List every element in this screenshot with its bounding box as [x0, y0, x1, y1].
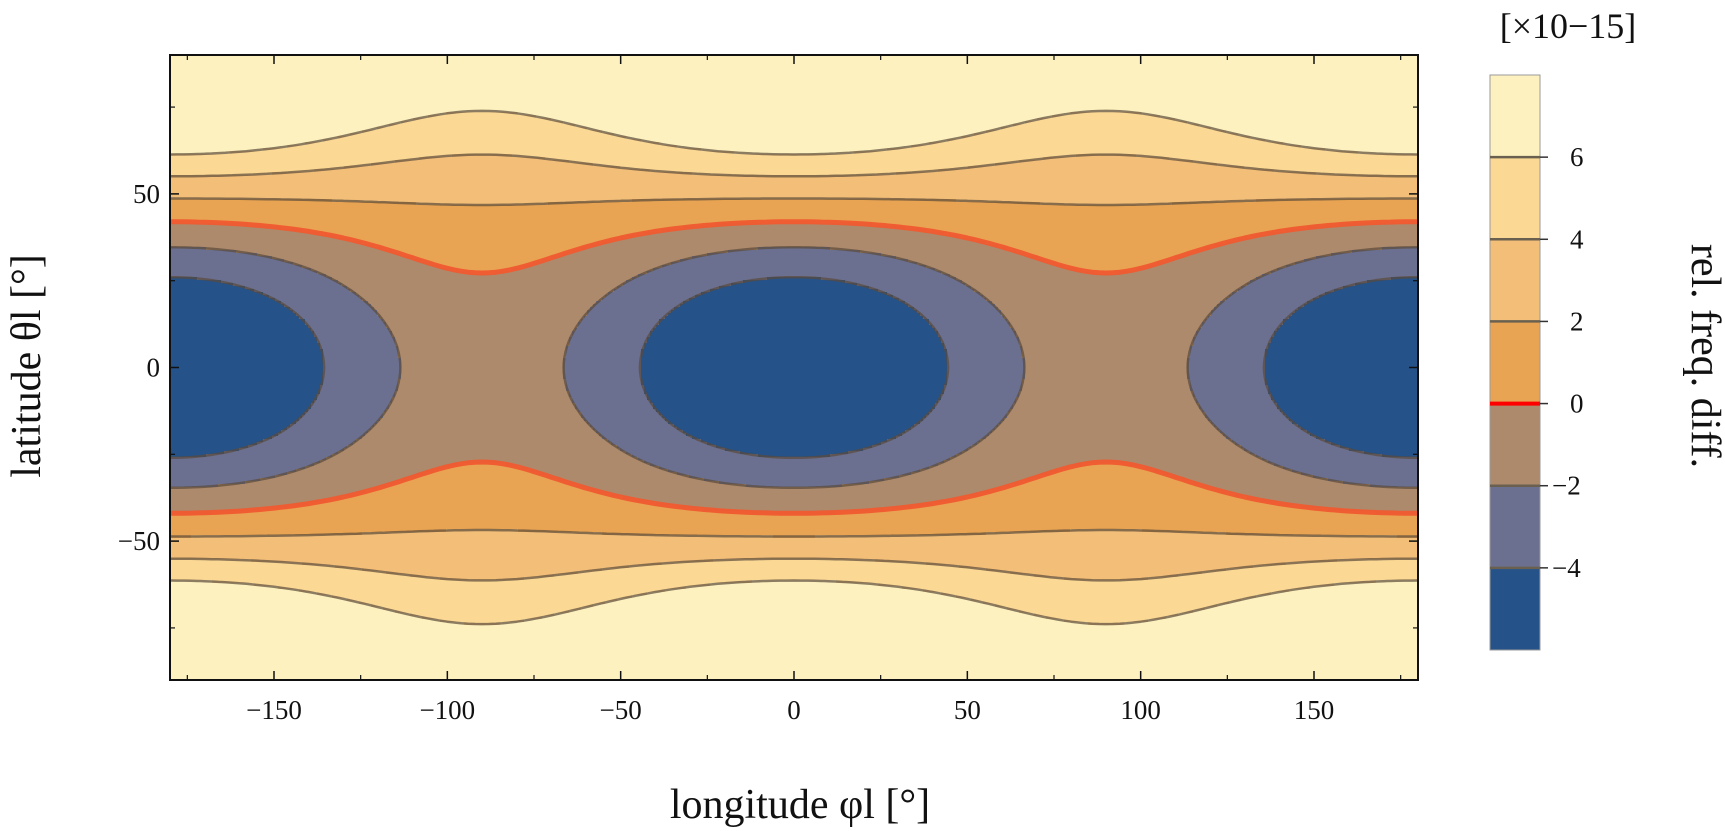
colorbar-tick-label: 4	[1570, 224, 1584, 254]
colorbar-unit: [×10−15]	[1500, 6, 1637, 46]
x-tick-label: −50	[600, 695, 642, 725]
y-tick-label: 50	[133, 179, 160, 209]
colorbar-band	[1490, 157, 1540, 240]
x-tick-label: −100	[419, 695, 475, 725]
contour-lines	[170, 109, 1418, 626]
colorbar-band	[1490, 75, 1540, 158]
colorbar: 6 4 2 0 −2 −4	[1489, 74, 1584, 651]
plot-axes: −150 −100 −50 0 50 100 150 50 0 −50	[118, 54, 1419, 725]
y-tick-label: 0	[147, 353, 161, 383]
colorbar-band	[1490, 239, 1540, 322]
y-axis-title: latitude θl [°]	[4, 254, 50, 478]
contour-line-neg4	[170, 275, 1418, 460]
x-tick-label: 0	[787, 695, 801, 725]
x-tick-label: 150	[1294, 695, 1335, 725]
colorbar-tick-label: 2	[1570, 306, 1584, 336]
colorbar-band	[1490, 403, 1540, 486]
colorbar-band	[1490, 567, 1540, 650]
contour-fill	[170, 55, 1418, 680]
colorbar-band	[1490, 321, 1540, 404]
colorbar-frame	[1489, 74, 1541, 651]
colorbar-tick-label: −4	[1552, 553, 1581, 583]
x-tick-label: 50	[954, 695, 981, 725]
contour-line-0	[170, 219, 1418, 516]
x-tick-label: −150	[246, 695, 302, 725]
contour-line-4	[170, 153, 1418, 582]
colorbar-tick-label: 0	[1570, 389, 1584, 419]
contour-plot-area	[170, 55, 1418, 680]
colorbar-tick-label: 6	[1570, 142, 1584, 172]
colorbar-tick-label: −2	[1552, 471, 1581, 501]
x-tick-label: 100	[1120, 695, 1161, 725]
contour-line-6	[170, 109, 1418, 626]
y-tick-label: −50	[118, 526, 160, 556]
contour-line-neg2	[170, 245, 1418, 490]
colorbar-title: rel. freq. diff.	[1682, 244, 1725, 468]
colorbar-band	[1490, 485, 1540, 568]
contour-line-2	[170, 197, 1418, 538]
x-axis-title: longitude φl [°]	[670, 782, 930, 828]
